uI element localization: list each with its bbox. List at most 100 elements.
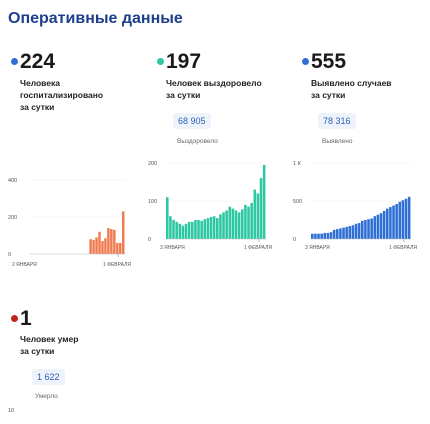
chart-recovered-bar: [181, 225, 185, 239]
chart-detected-bar: [364, 220, 367, 239]
card-detected: 555 Выявлено случаев за сутки 78 316 Выя…: [285, 0, 430, 280]
chart-detected-bar: [361, 220, 364, 239]
recovered-total-label: Выздоровело: [177, 138, 218, 145]
chart-recovered-bar: [200, 220, 203, 239]
recovered-desc-2: за сутки: [166, 90, 201, 100]
chart-recovered-bar: [244, 204, 247, 239]
chart-detected-ytick: 500: [293, 199, 302, 205]
chart-recovered-bar: [225, 210, 228, 239]
chart-detected-bar: [373, 216, 377, 239]
chart-detected-bar: [348, 226, 352, 239]
died-total-label: Умерло: [35, 393, 58, 400]
died-total: 1 622: [32, 369, 65, 385]
chart-detected-bar: [386, 208, 389, 239]
chart-hospitalized-ytick: 0: [8, 252, 11, 258]
chart-recovered-bar: [175, 221, 178, 239]
chart-detected-bar: [326, 232, 330, 239]
chart-detected-bar: [332, 229, 336, 239]
chart-detected-bar: [401, 200, 405, 239]
chart-recovered-xtick-start: 3 ЯНВАРЯ: [160, 245, 185, 251]
chart-detected-bar: [345, 226, 348, 239]
page-title: Оперативные данные: [8, 10, 183, 27]
chart-recovered-bar: [247, 206, 250, 239]
chart-recovered-bar: [222, 212, 225, 239]
detected-total: 78 316: [318, 113, 356, 129]
chart-recovered-bar: [197, 220, 200, 239]
chart-detected-bar: [317, 233, 320, 239]
detected-desc-2: за сутки: [311, 90, 346, 100]
detected-dot: [302, 58, 309, 65]
chart-detected-bar: [314, 233, 317, 239]
chart-recovered-bar: [212, 216, 216, 239]
chart-detected-bar: [354, 223, 358, 239]
chart-hospitalized-bar: [122, 211, 125, 254]
chart-died: 10: [8, 408, 14, 414]
chart-recovered-bar: [184, 223, 188, 239]
chart-recovered-bar: [250, 202, 253, 239]
chart-hospitalized-bar: [104, 238, 107, 254]
chart-recovered-bar: [228, 206, 232, 239]
chart-hospitalized: 400 200 02 ЯНВАРЯ 1 ФЕВРАЛЯ: [8, 178, 131, 268]
chart-detected-bar: [382, 210, 386, 239]
card-died: 1 Человек умер за сутки 1 622 Умерло: [0, 295, 140, 424]
chart-hospitalized-bar: [95, 237, 98, 254]
chart-hospitalized-bar: [98, 231, 101, 254]
chart-recovered-ytick: 200: [148, 161, 157, 167]
chart-hospitalized-xtick-start: 2 ЯНВАРЯ: [12, 262, 37, 268]
died-value: 1: [20, 307, 32, 330]
chart-detected-bar: [376, 214, 380, 239]
chart-hospitalized-ytick: 200: [8, 215, 17, 221]
chart-detected-bar: [329, 232, 333, 239]
chart-hospitalized-bar: [113, 229, 116, 254]
chart-recovered-bar: [206, 218, 210, 239]
chart-hospitalized-bar: [101, 241, 104, 254]
chart-hospitalized-bar: [116, 242, 119, 254]
chart-recovered-bar: [231, 208, 235, 239]
hospitalized-desc-1: Человека: [20, 78, 61, 88]
chart-hospitalized-bar: [107, 228, 110, 254]
hospitalized-dot: [11, 58, 18, 65]
detected-total-label: Выявлено: [322, 138, 353, 145]
chart-recovered-bar: [194, 220, 197, 239]
chart-detected-bar: [351, 225, 355, 239]
chart-recovered-bar: [219, 214, 222, 239]
chart-recovered-xtick-end: 1 ФЕВРАЛЯ: [244, 245, 272, 251]
recovered-value: 197: [166, 50, 202, 73]
died-dot: [11, 315, 18, 322]
chart-detected-bar: [367, 219, 370, 239]
chart-recovered-bar: [237, 212, 241, 239]
died-desc-1: Человек умер: [20, 334, 79, 344]
chart-detected-ytick: 1 К: [293, 161, 302, 167]
chart-recovered-ytick: 0: [148, 237, 151, 243]
card-recovered: 197 Человек выздоровело за сутки 68 905 …: [140, 0, 285, 280]
chart-detected: 1 К 500 0 3 ЯНВАРЯ 1 ФЕВРАЛЯ: [293, 161, 417, 251]
chart-recovered-bar: [166, 197, 169, 239]
chart-detected-bar: [320, 233, 323, 239]
hospitalized-value: 224: [20, 50, 56, 73]
chart-recovered-bar: [253, 189, 257, 239]
chart-detected-bar: [379, 213, 383, 239]
chart-recovered-bar: [216, 218, 219, 239]
hospitalized-desc-3: за сутки: [20, 102, 55, 112]
chart-detected-bar: [311, 233, 314, 239]
card-hospitalized: 224 Человека госпитализировано за сутки: [0, 0, 140, 280]
chart-recovered-bar: [256, 193, 260, 239]
chart-hospitalized-bar: [89, 239, 92, 254]
chart-detected-ytick: 0: [293, 237, 296, 243]
chart-detected-bar: [339, 228, 342, 239]
chart-recovered-bar: [234, 210, 238, 239]
chart-detected-xtick-end: 1 ФЕВРАЛЯ: [389, 245, 417, 251]
chart-detected-bar: [323, 232, 327, 239]
chart-recovered-bar: [259, 178, 263, 239]
recovered-desc-1: Человек выздоровело: [166, 78, 262, 88]
died-desc-2: за сутки: [20, 346, 55, 356]
chart-detected-bar: [395, 204, 398, 239]
chart-recovered-ytick: 100: [148, 199, 157, 205]
chart-detected-bar: [342, 227, 345, 239]
chart-hospitalized-xtick-end: 1 ФЕВРАЛЯ: [103, 262, 131, 268]
chart-detected-bar: [407, 196, 411, 239]
chart-recovered-bar: [203, 219, 207, 239]
chart-hospitalized-bar: [110, 229, 113, 254]
chart-detected-bar: [389, 207, 392, 239]
chart-detected-bar: [404, 198, 408, 239]
